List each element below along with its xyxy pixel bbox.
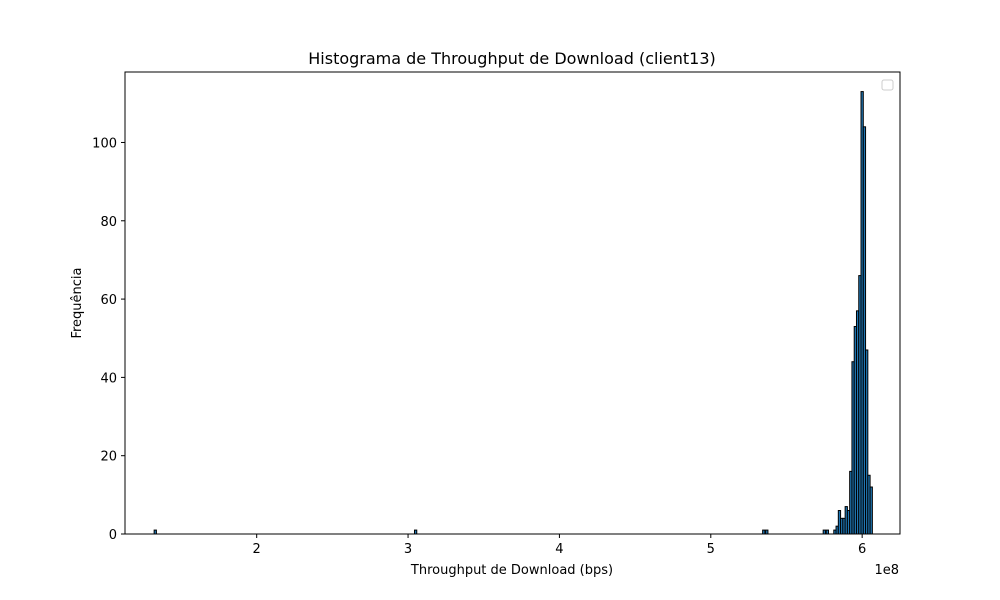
histogram-bar <box>822 529 826 535</box>
x-tick-label: 4 <box>555 542 563 557</box>
y-tick-label: 0 <box>109 528 117 543</box>
y-axis-label: Frequência <box>70 267 85 338</box>
y-tick-label: 100 <box>92 136 117 151</box>
x-tick-label: 6 <box>858 542 866 557</box>
x-axis-label: Throughput de Download (bps) <box>410 563 613 578</box>
plot-frame <box>124 71 901 535</box>
x-axis-ticks: 2 3 4 5 6 <box>253 534 866 557</box>
histogram-bar <box>762 529 766 535</box>
bars-group <box>153 91 873 535</box>
histogram-bar <box>825 529 829 535</box>
y-tick-label: 20 <box>100 450 117 465</box>
y-tick-label: 80 <box>100 215 117 230</box>
y-tick-label: 40 <box>100 371 117 386</box>
histogram-bar <box>869 486 873 535</box>
x-tick-label: 3 <box>404 542 412 557</box>
histogram-bar <box>413 529 418 535</box>
legend-box <box>881 79 894 91</box>
histogram-bar <box>153 529 157 535</box>
y-tick-label: 60 <box>100 293 117 308</box>
histogram-bar <box>765 529 769 535</box>
chart-title: Histograma de Throughput de Download (cl… <box>308 49 716 68</box>
y-axis-ticks: 0 20 40 60 80 100 <box>92 136 125 543</box>
x-tick-label: 2 <box>253 542 261 557</box>
x-offset-label: 1e8 <box>874 563 899 578</box>
x-tick-label: 5 <box>707 542 715 557</box>
